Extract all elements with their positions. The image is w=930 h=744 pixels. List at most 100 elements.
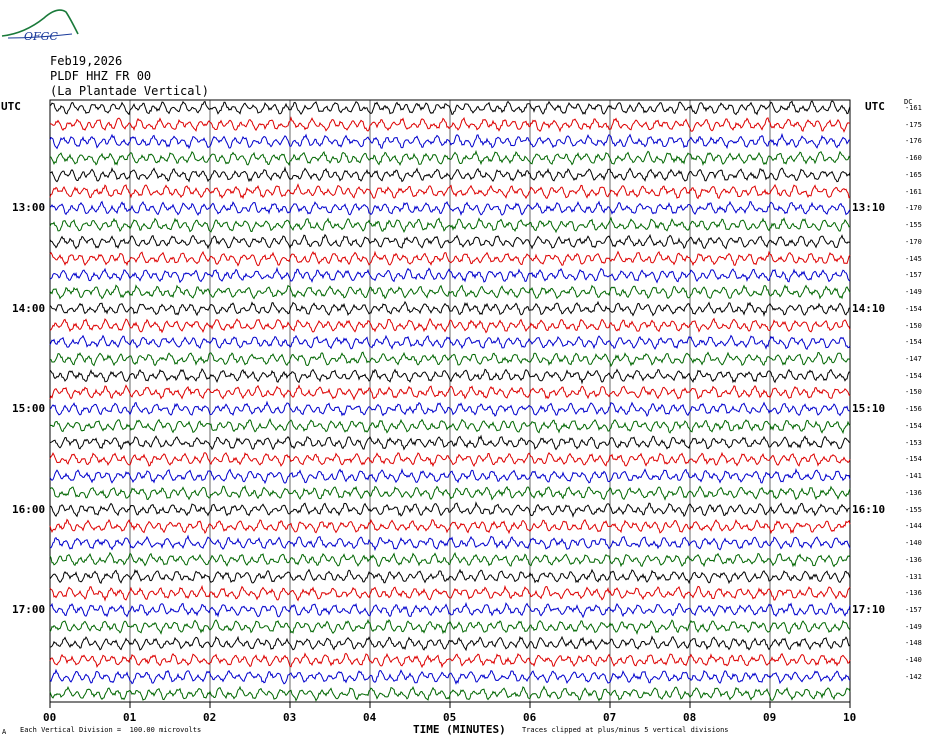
dc-offset-value: -170	[905, 237, 922, 246]
dc-offset-value: -142	[905, 672, 922, 681]
trace-row-16	[49, 367, 851, 385]
trace-row-31	[49, 618, 851, 635]
trace-row-17	[49, 384, 851, 401]
trace-row-33	[49, 652, 851, 669]
dc-offset-value: -161	[905, 104, 922, 112]
trace-row-28	[49, 568, 851, 585]
trace-row-32	[49, 635, 851, 652]
left-time-label: 15:00	[12, 402, 46, 416]
trace-row-3	[49, 149, 851, 167]
trace-row-1	[49, 116, 850, 133]
channel-label: PLDF HHZ FR 00	[50, 69, 152, 83]
trace-row-34	[49, 668, 851, 685]
scale-note: Each Vertical Division = 100.00 microvol…	[20, 726, 202, 734]
dc-offset-value: -150	[905, 321, 922, 330]
dc-offset-value: -156	[905, 405, 922, 414]
trace-row-13	[49, 317, 851, 334]
logo-text: OFGC	[24, 30, 58, 43]
x-tick-label: 10	[843, 711, 857, 724]
trace-row-7	[49, 216, 851, 234]
right-time-label: 13:10	[852, 201, 886, 215]
dc-offset-value: -153	[905, 438, 922, 447]
dc-offset-value: -141	[905, 472, 922, 481]
right-time-label: 16:10	[852, 502, 886, 516]
trace-row-12	[49, 300, 851, 317]
left-time-label: 16:00	[12, 502, 46, 516]
trace-row-2	[49, 132, 851, 150]
dc-offset-value: -154	[905, 304, 922, 313]
ofgc-logo: OFGC	[1, 9, 79, 43]
dc-offset-value: -157	[905, 605, 922, 614]
dc-offset-value: -155	[905, 221, 922, 230]
trace-row-24	[49, 501, 851, 518]
station-label: (La Plantade Vertical)	[50, 84, 209, 98]
dc-offset-value: -145	[905, 254, 922, 263]
trace-row-14	[49, 334, 851, 350]
dc-offset-value: -136	[905, 488, 922, 497]
left-axis-title: UTC	[1, 100, 21, 113]
trace-row-22	[49, 468, 851, 485]
x-tick-label: 05	[443, 711, 457, 724]
right-axis-title: UTC	[865, 100, 885, 113]
dc-offset-value: -136	[905, 555, 922, 564]
dc-offset-value: -154	[905, 421, 922, 430]
trace-row-6	[49, 200, 851, 216]
x-tick-label: 02	[203, 711, 217, 724]
right-time-label: 15:10	[852, 402, 886, 416]
trace-row-0	[49, 100, 851, 116]
dc-offset-value: -154	[905, 455, 922, 464]
dc-offset-value: -140	[905, 539, 922, 548]
trace-row-10	[49, 266, 851, 284]
footer-marker: A	[2, 728, 7, 736]
clip-note: Traces clipped at plus/minus 5 vertical …	[522, 726, 729, 734]
dc-offset-value: -148	[905, 639, 922, 648]
x-tick-label: 04	[363, 711, 377, 724]
x-tick-label: 08	[683, 711, 697, 724]
x-tick-label: 06	[523, 711, 537, 724]
trace-row-20	[49, 434, 851, 451]
trace-row-15	[49, 351, 851, 368]
trace-row-25	[49, 518, 851, 535]
trace-row-9	[49, 250, 851, 267]
dc-offset-value: -149	[905, 288, 922, 297]
dc-offset-value: -157	[905, 271, 922, 280]
trace-row-4	[49, 166, 851, 183]
trace-row-11	[49, 284, 851, 300]
left-time-label: 17:00	[12, 602, 46, 616]
x-axis-title: TIME (MINUTES)	[413, 723, 506, 736]
left-time-label: 14:00	[12, 301, 46, 315]
dc-offset-value: -144	[905, 522, 922, 531]
dc-offset-value: -136	[905, 589, 922, 598]
dc-offset-value: -131	[905, 572, 922, 581]
dc-offset-value: -154	[905, 338, 922, 347]
trace-row-23	[49, 484, 851, 501]
trace-row-18	[49, 400, 851, 418]
trace-row-26	[49, 534, 851, 552]
dc-offset-value: -155	[905, 505, 922, 514]
dc-offset-value: -150	[905, 388, 922, 397]
x-tick-label: 03	[283, 711, 297, 724]
trace-row-30	[49, 601, 851, 619]
x-tick-label: 01	[123, 711, 137, 724]
trace-row-19	[49, 417, 851, 435]
dc-offset-value: -165	[905, 170, 922, 179]
trace-row-35	[49, 685, 851, 702]
right-time-label: 17:10	[852, 602, 886, 616]
x-tick-label: 00	[43, 711, 57, 724]
dc-offset-value: -149	[905, 622, 922, 631]
dc-title: DC	[904, 98, 913, 106]
trace-row-29	[49, 584, 851, 602]
trace-row-21	[49, 451, 851, 468]
dc-offset-value: -147	[905, 354, 922, 363]
dc-offset-value: -170	[905, 204, 922, 213]
dc-offset-value: -140	[905, 656, 922, 665]
dc-offset-value: -161	[905, 187, 922, 196]
dc-offset-value: -176	[905, 137, 922, 146]
x-tick-label: 09	[763, 711, 777, 724]
trace-row-5	[49, 183, 851, 200]
x-tick-label: 07	[603, 711, 617, 724]
trace-row-8	[49, 233, 851, 250]
trace-row-27	[49, 551, 851, 568]
dc-offset-value: -175	[905, 120, 922, 129]
right-time-label: 14:10	[852, 301, 886, 315]
